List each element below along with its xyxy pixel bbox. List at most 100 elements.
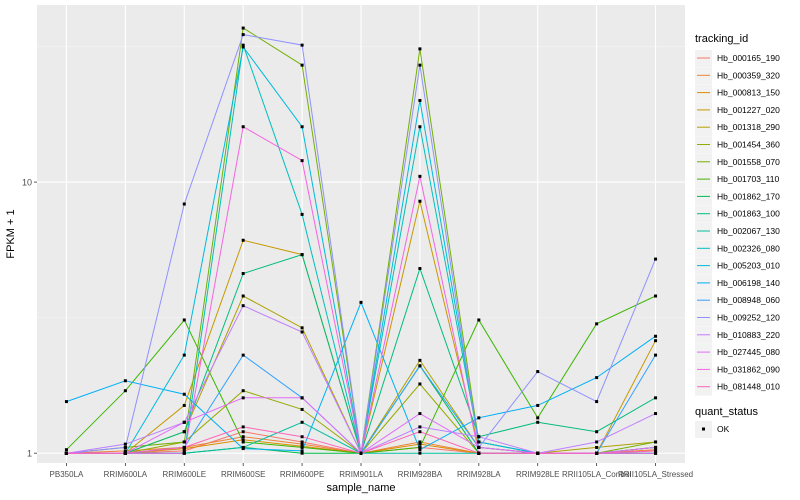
data-point	[300, 125, 304, 129]
data-point	[300, 43, 304, 47]
data-point	[300, 442, 304, 446]
data-point	[477, 451, 481, 455]
legend-item: Hb_001558_070	[695, 153, 780, 171]
data-point	[418, 266, 422, 270]
data-point	[418, 174, 422, 178]
data-point	[241, 238, 245, 242]
legend-label: Hb_000165_190	[717, 53, 780, 63]
data-point	[123, 442, 127, 446]
legend2-label: OK	[717, 424, 730, 434]
data-point	[654, 451, 658, 455]
data-point	[241, 294, 245, 298]
data-point	[300, 63, 304, 67]
legend-item: Hb_081448_010	[695, 378, 780, 396]
data-point	[123, 449, 127, 453]
legend-item: Hb_001318_290	[695, 119, 780, 137]
data-point	[418, 430, 422, 434]
data-point	[241, 389, 245, 393]
data-point	[182, 440, 186, 444]
data-point	[654, 339, 658, 343]
data-point	[241, 447, 245, 451]
data-point	[477, 445, 481, 449]
data-point	[654, 445, 658, 449]
data-point	[536, 420, 540, 424]
legend-item: Hb_000165_190	[695, 50, 780, 67]
legend-label: Hb_081448_010	[717, 382, 780, 392]
legend-label: Hb_002067_130	[717, 226, 780, 236]
legend-label: Hb_006198_140	[717, 278, 780, 288]
x-tick-label: RRII105LA_Stressed	[618, 470, 693, 479]
legend-label: Hb_001318_290	[717, 122, 780, 132]
x-tick-label: RRII105LA_Control	[562, 470, 632, 479]
data-point	[241, 396, 245, 400]
legend-label: Hb_000359_320	[717, 70, 780, 80]
data-point	[300, 420, 304, 424]
legend-label: Hb_001862_170	[717, 191, 780, 201]
x-tick-label: PB350LA	[50, 470, 84, 479]
data-point	[300, 212, 304, 216]
x-tick-label: RRIM600LA	[104, 470, 148, 479]
data-point	[654, 334, 658, 338]
data-point	[182, 353, 186, 357]
legend-label: Hb_027445_080	[717, 347, 780, 357]
data-point	[359, 300, 363, 304]
legend2-title: quant_status	[695, 406, 758, 418]
data-point	[300, 449, 304, 453]
data-point	[300, 407, 304, 411]
data-point	[241, 430, 245, 434]
data-point	[418, 199, 422, 203]
legend-label: Hb_008948_060	[717, 295, 780, 305]
legend-item: Hb_002326_080	[695, 240, 780, 258]
data-point	[595, 322, 599, 326]
data-point	[241, 435, 245, 439]
data-point	[241, 272, 245, 276]
data-point	[654, 449, 658, 453]
data-point	[595, 451, 599, 455]
data-point	[418, 364, 422, 368]
data-point	[595, 445, 599, 449]
legend2-key-point	[702, 427, 705, 431]
legend-label: Hb_001703_110	[717, 174, 780, 184]
legend-item: Hb_006198_140	[695, 274, 780, 292]
legend-item: Hb_009252_120	[695, 309, 780, 327]
data-point	[595, 440, 599, 444]
axis-layer: 1 10 PB350LA RRIM600LA RRIM600LE RRIM600SE RRI…	[22, 178, 693, 479]
legend-label: Hb_001227_020	[717, 105, 780, 115]
data-point	[418, 445, 422, 449]
legend-label: Hb_031862_090	[717, 364, 780, 374]
data-point	[654, 396, 658, 400]
legend-label: Hb_009252_120	[717, 313, 780, 323]
data-point	[123, 445, 127, 449]
data-point	[418, 442, 422, 446]
data-point	[418, 412, 422, 416]
data-point	[182, 202, 186, 206]
data-point	[654, 412, 658, 416]
x-tick-label: RRIM928LA	[457, 470, 501, 479]
data-point	[418, 358, 422, 362]
legend-item: Hb_001863_100	[695, 205, 780, 223]
data-point	[241, 43, 245, 47]
legend-item: Hb_008948_060	[695, 292, 780, 310]
data-point	[241, 440, 245, 444]
data-point	[654, 257, 658, 261]
data-point	[241, 438, 245, 442]
data-point	[123, 451, 127, 455]
legend-item: Hb_001862_170	[695, 188, 780, 206]
data-point	[477, 416, 481, 420]
data-point	[418, 98, 422, 102]
legend-label: Hb_001558_070	[717, 157, 780, 167]
legend-items: Hb_000165_190 Hb_000359_320 Hb_000813_150 H…	[695, 50, 780, 396]
x-tick-label: RRIM600PE	[280, 470, 324, 479]
data-point	[536, 403, 540, 407]
data-point	[182, 392, 186, 396]
legend-item: Hb_001227_020	[695, 101, 780, 119]
legend-label: Hb_002326_080	[717, 243, 780, 253]
legend-label: Hb_010883_220	[717, 330, 780, 340]
data-point	[300, 159, 304, 163]
data-point	[477, 318, 481, 322]
x-tick-label: RRIM928BA	[398, 470, 443, 479]
data-point	[536, 370, 540, 374]
legend: tracking_id Hb_000165_190Hb_000359_320Hb…	[695, 33, 780, 438]
data-point	[241, 33, 245, 37]
y-tick-label: 1	[27, 449, 32, 459]
